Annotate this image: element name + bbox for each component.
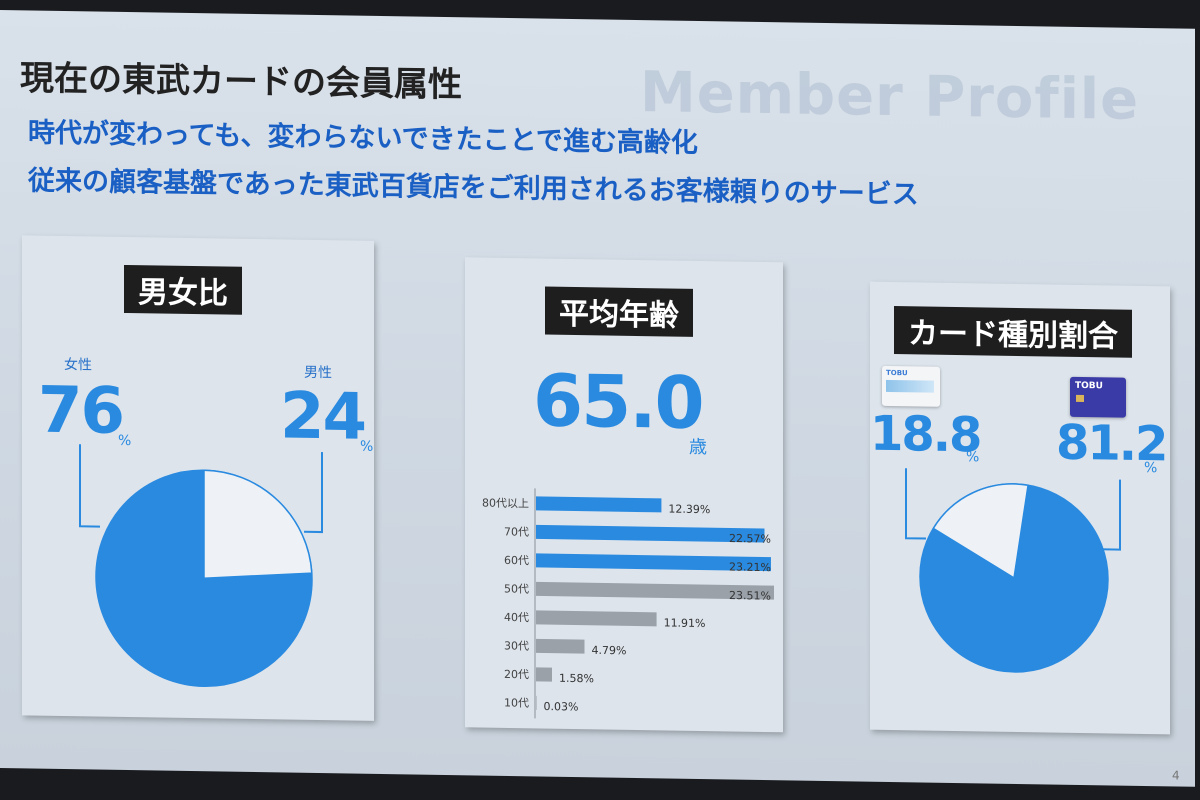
female-leader-line: [79, 444, 100, 528]
bar-value-label: 23.51%: [729, 589, 771, 603]
bar-category-label: 60代: [504, 554, 529, 567]
card-type-panel: カード種別割合 TOBU TOBU 18.8 % 81.2 %: [870, 281, 1170, 735]
gender-pie: [95, 469, 313, 687]
bar-value-label: 0.03%: [544, 700, 579, 714]
bar-value-label: 11.91%: [664, 616, 706, 630]
bar-60代: [536, 553, 771, 572]
bar-value-label: 22.57%: [729, 532, 771, 546]
bar-20代: [536, 667, 552, 682]
bar-value-label: 12.39%: [668, 503, 710, 517]
bar-category-label: 40代: [504, 611, 529, 624]
pie-slice-男性: [203, 469, 313, 579]
pie-slice-女性: [96, 470, 312, 687]
page-number: 4: [1172, 768, 1180, 783]
bar-80代以上: [536, 496, 662, 513]
bar-30代: [536, 638, 585, 654]
card-a-leader-line: [905, 468, 926, 540]
age-bar-chart: 80代以上 12.39% 70代 22.57% 60代 23.21% 50代 23.51% 40…: [482, 488, 774, 719]
bar-value-label: 1.58%: [559, 672, 594, 686]
bar-category-label: 30代: [504, 639, 529, 652]
pie-slice-card_a: [932, 483, 1029, 580]
card-pie: [919, 483, 1109, 673]
pie-slice-card_b: [920, 485, 1108, 672]
male-leader-line: [304, 452, 323, 534]
subtitle-line-1: 時代が変わっても、変わらないできたことで進む高齢化: [28, 117, 698, 159]
bar-70代: [536, 524, 765, 543]
bar-category-label: 50代: [504, 582, 529, 595]
subtitle-line-2: 従来の顧客基盤であった東武百貨店をご利用されるお客様頼りのサービス: [28, 165, 919, 211]
bar-category-label: 80代以上: [482, 497, 529, 511]
background-watermark: Member Profile: [640, 60, 1140, 133]
age-panel: 平均年齢 65.0 歳 80代以上 12.39% 70代 22.57% 60代 23.21…: [465, 257, 783, 733]
gender-panel: 男女比 女性 76 % 男性 24 %: [22, 235, 374, 721]
bar-category-label: 20代: [504, 668, 529, 681]
bar-10代: [536, 695, 537, 710]
page-title: 現在の東武カードの会員属性: [20, 58, 462, 106]
slide: Member Profile 現在の東武カードの会員属性 時代が変わっても、変わ…: [0, 10, 1195, 787]
card-b-leader-line: [1100, 479, 1121, 551]
bar-category-label: 10代: [504, 696, 529, 709]
bar-value-label: 23.21%: [729, 560, 771, 574]
bar-40代: [536, 610, 657, 627]
bar-category-label: 70代: [504, 525, 529, 538]
gender-pie-svg: [79, 444, 323, 687]
bar-value-label: 4.79%: [591, 644, 626, 658]
bar-50代: [536, 581, 774, 600]
card-pie-svg: [905, 468, 1121, 673]
